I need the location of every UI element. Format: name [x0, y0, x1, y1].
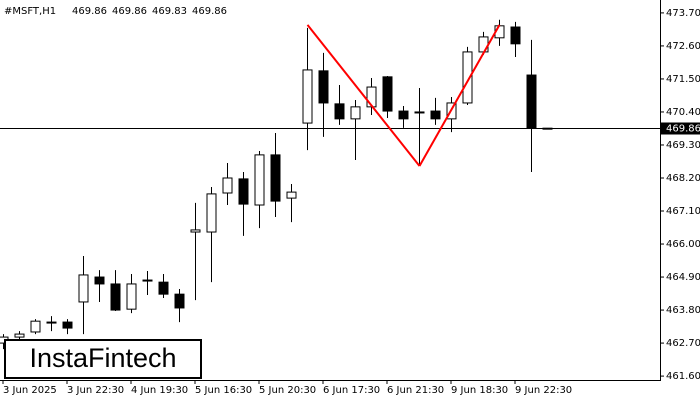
candle-body: [222, 177, 233, 194]
candle-body: [190, 229, 201, 233]
y-tick-label: 472.60: [666, 41, 700, 52]
candle-body: [14, 333, 25, 338]
pattern-line: [306, 24, 421, 167]
x-tick-label: 9 Jun 22:30: [515, 385, 572, 396]
pattern-line: [418, 24, 501, 167]
candle-body: [382, 76, 393, 112]
candle-body: [46, 321, 57, 324]
price-label: 469.86: [666, 124, 700, 135]
x-tick-label: 3 Jun 2025: [3, 385, 57, 396]
x-tick-label: 3 Jun 22:30: [67, 385, 124, 396]
candle-body: [366, 86, 377, 108]
logo-box: [4, 339, 202, 379]
candle-body: [526, 74, 537, 129]
candle-body: [62, 321, 73, 329]
candle-body: [302, 69, 313, 124]
x-tick-label: 5 Jun 20:30: [259, 385, 316, 396]
candle-body: [30, 320, 41, 333]
candle-body: [334, 103, 345, 120]
candle-body: [238, 178, 249, 205]
x-tick-label: 6 Jun 21:30: [387, 385, 444, 396]
candle-body: [286, 191, 297, 199]
candle-body: [78, 274, 89, 303]
y-tick-label: 461.60: [666, 371, 700, 382]
header-value: 469.86: [192, 6, 227, 17]
x-tick-label: 9 Jun 18:30: [451, 385, 508, 396]
y-tick-label: 473.70: [666, 8, 700, 19]
candle-body: [398, 110, 409, 120]
symbol: #MSFT,H1: [4, 6, 56, 17]
candle-body: [318, 70, 329, 104]
y-tick-label: 471.50: [666, 74, 700, 85]
header-value: 469.86: [72, 6, 107, 17]
candle-body: [350, 106, 361, 120]
x-tick-label: 4 Jun 19:30: [131, 385, 188, 396]
y-tick-label: 462.70: [666, 338, 700, 349]
y-tick-label: 466.00: [666, 239, 700, 250]
candle-body: [430, 110, 441, 120]
candle-body: [270, 154, 281, 202]
header-value: 469.86: [112, 6, 147, 17]
candle-body: [174, 293, 185, 309]
y-tick-label: 463.80: [666, 305, 700, 316]
candle-body: [462, 51, 473, 104]
candle-body: [510, 26, 521, 45]
x-tick-label: 5 Jun 16:30: [195, 385, 252, 396]
y-tick-label: 470.40: [666, 107, 700, 118]
candle-body: [110, 283, 121, 311]
price-label-box: [661, 122, 700, 135]
candle-body: [414, 111, 425, 114]
y-tick-label: 469.30: [666, 140, 700, 151]
candle-body: [94, 276, 105, 285]
candle-body: [142, 279, 153, 282]
header-value: 469.83: [152, 6, 187, 17]
logo: InstaFintech: [29, 343, 176, 373]
y-tick-label: 467.10: [666, 206, 700, 217]
candle-body: [478, 36, 489, 53]
candle-body: [206, 193, 217, 233]
candle-body: [158, 281, 169, 295]
x-tick-label: 6 Jun 17:30: [323, 385, 380, 396]
candle-body: [254, 154, 265, 206]
y-tick-label: 464.90: [666, 272, 700, 283]
y-tick-label: 468.20: [666, 173, 700, 184]
candle-body: [126, 283, 137, 310]
